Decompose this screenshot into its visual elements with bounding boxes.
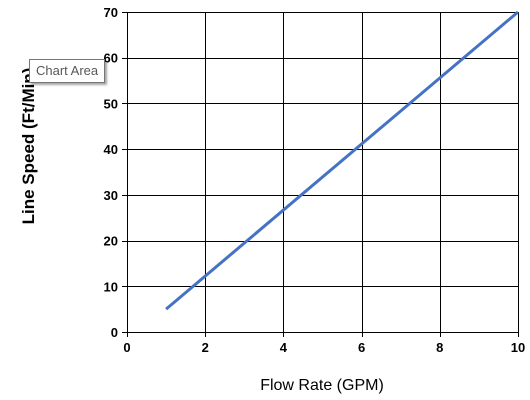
x-tick-label: 2 — [202, 340, 209, 355]
chart-area-tooltip: Chart Area — [29, 59, 106, 83]
x-axis-title: Flow Rate (GPM) — [260, 377, 384, 394]
y-tick-label: 60 — [104, 51, 118, 66]
plot-area — [127, 12, 519, 333]
x-tick-label: 8 — [436, 340, 443, 355]
y-tick-label: 70 — [104, 5, 118, 20]
y-tick-label: 10 — [104, 279, 118, 294]
x-tick-label: 4 — [280, 340, 288, 355]
y-tick-label: 0 — [111, 325, 118, 340]
y-tick-label: 20 — [104, 234, 118, 249]
y-axis-title: Line Speed (Ft/Min) — [19, 68, 38, 225]
y-tick-label: 50 — [104, 96, 118, 111]
series-line — [165, 10, 519, 311]
x-tick-label: 0 — [123, 340, 130, 355]
y-tick-label: 40 — [104, 142, 118, 157]
x-tick-label: 10 — [511, 340, 525, 355]
x-tick-label: 6 — [358, 340, 365, 355]
y-tick-label: 30 — [104, 188, 118, 203]
